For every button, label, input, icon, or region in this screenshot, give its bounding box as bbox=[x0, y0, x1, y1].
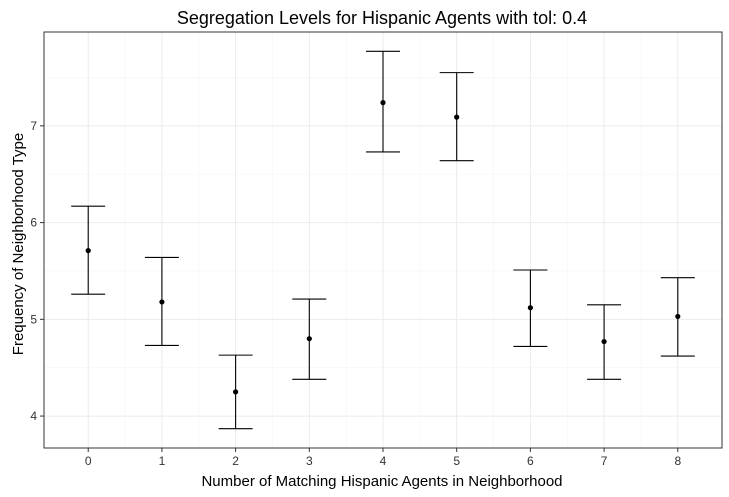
mean-point bbox=[601, 338, 607, 345]
error-bar-4 bbox=[366, 50, 400, 153]
error-bar-6 bbox=[513, 269, 548, 347]
y-tick-label: 5 bbox=[30, 312, 37, 326]
x-tick-label: 1 bbox=[159, 454, 166, 468]
x-tick-label: 2 bbox=[232, 454, 239, 468]
y-tick-label: 6 bbox=[30, 216, 37, 230]
mean-point bbox=[306, 336, 312, 342]
error-bar-0 bbox=[71, 205, 106, 295]
error-bar-8 bbox=[660, 277, 695, 357]
error-bar-2 bbox=[218, 354, 253, 430]
x-tick-label: 4 bbox=[380, 454, 387, 468]
x-tick-label: 5 bbox=[453, 454, 460, 468]
mean-point bbox=[85, 248, 91, 254]
error-bar-7 bbox=[587, 304, 622, 380]
mean-point bbox=[380, 100, 386, 106]
x-tick-label: 7 bbox=[601, 454, 608, 468]
mean-point bbox=[233, 389, 239, 395]
x-tick-label: 6 bbox=[527, 454, 534, 468]
error-bar-5 bbox=[439, 72, 474, 162]
x-axis: 0 1 2 3 4 5 6 7 8 bbox=[85, 448, 681, 468]
mean-point bbox=[159, 299, 165, 305]
grid-lines bbox=[44, 32, 722, 448]
x-axis-title: Number of Matching Hispanic Agents in Ne… bbox=[201, 473, 562, 490]
error-bar-3 bbox=[292, 298, 327, 380]
y-tick-label: 4 bbox=[30, 409, 37, 423]
y-axis: 4 5 6 7 bbox=[30, 119, 44, 423]
chart-title: Segregation Levels for Hispanic Agents w… bbox=[177, 8, 587, 28]
x-tick-label: 0 bbox=[85, 454, 92, 468]
mean-point bbox=[675, 313, 681, 320]
y-axis-title: Frequency of Neighborhood Type bbox=[10, 133, 27, 355]
error-bar-1 bbox=[144, 256, 179, 347]
mean-point bbox=[527, 305, 533, 311]
error-bars bbox=[71, 50, 695, 430]
mean-point bbox=[454, 114, 460, 120]
y-tick-label: 7 bbox=[30, 119, 37, 133]
x-tick-label: 8 bbox=[674, 454, 681, 468]
x-tick-label: 3 bbox=[306, 454, 313, 468]
